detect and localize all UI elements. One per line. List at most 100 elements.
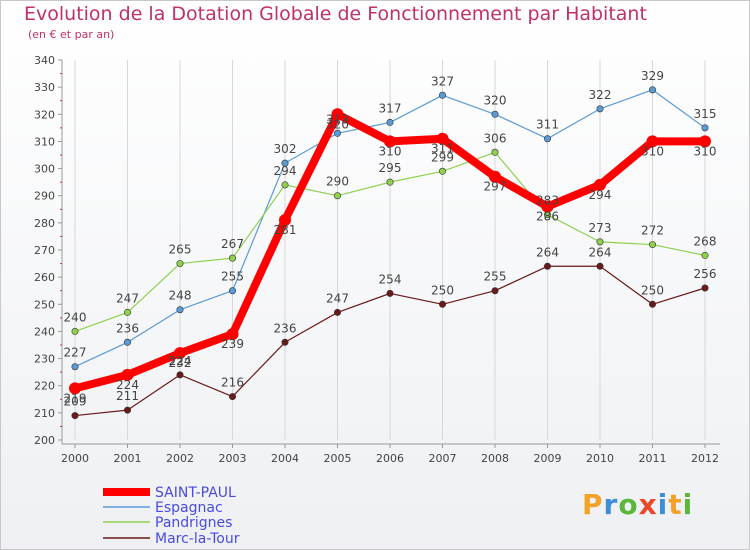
data-point-pandrignes bbox=[176, 260, 184, 268]
data-point-espagnac bbox=[596, 105, 604, 113]
legend-label: SAINT-PAUL bbox=[155, 485, 236, 501]
data-point-saint-paul bbox=[331, 108, 344, 121]
data-label: 247 bbox=[116, 291, 139, 305]
legend-label: Pandrignes bbox=[155, 515, 232, 531]
x-tick-label: 2004 bbox=[271, 452, 299, 465]
data-label: 216 bbox=[221, 376, 244, 390]
y-tick-label: 200 bbox=[34, 434, 55, 447]
data-point-saint-paul bbox=[384, 135, 396, 148]
x-tick-label: 2011 bbox=[639, 452, 667, 465]
x-tick-label: 2009 bbox=[534, 452, 562, 465]
data-point-pandrignes bbox=[229, 254, 237, 262]
data-label: 248 bbox=[169, 289, 192, 303]
data-label: 236 bbox=[116, 321, 139, 335]
data-label: 281 bbox=[274, 223, 297, 237]
x-tick-label: 2003 bbox=[219, 452, 247, 465]
data-label: 209 bbox=[64, 395, 87, 409]
data-point-saint-paul bbox=[646, 135, 659, 148]
data-label: 239 bbox=[221, 337, 244, 351]
data-point-espagnac bbox=[333, 129, 341, 137]
y-tick-label: 210 bbox=[34, 407, 55, 420]
y-tick-label: 220 bbox=[34, 380, 55, 393]
x-tick-label: 2005 bbox=[324, 452, 352, 465]
data-point-espagnac bbox=[71, 363, 79, 371]
proxiti-logo: Proxiti bbox=[582, 488, 694, 521]
legend-label: Espagnac bbox=[155, 500, 223, 516]
data-label: 272 bbox=[641, 224, 664, 238]
data-label: 327 bbox=[431, 74, 454, 88]
y-tick-label: 340 bbox=[34, 54, 55, 67]
data-point-espagnac bbox=[281, 159, 289, 167]
y-tick-label: 240 bbox=[34, 325, 55, 338]
data-point-marc-la-tour bbox=[124, 406, 132, 414]
data-label: 264 bbox=[536, 245, 559, 259]
y-tick-label: 320 bbox=[34, 108, 55, 121]
data-label: 227 bbox=[64, 346, 87, 360]
axes: 2002102202302402502602702802903003103203… bbox=[34, 54, 720, 465]
data-point-saint-paul bbox=[699, 135, 711, 148]
data-label: 256 bbox=[694, 267, 717, 281]
data-point-espagnac bbox=[701, 124, 709, 132]
data-label: 255 bbox=[221, 270, 244, 284]
data-label: 310 bbox=[379, 144, 402, 158]
data-label: 299 bbox=[431, 150, 454, 164]
data-label: 302 bbox=[274, 142, 297, 156]
data-label: 250 bbox=[431, 283, 454, 297]
data-point-pandrignes bbox=[71, 327, 79, 335]
data-label: 320 bbox=[326, 117, 349, 131]
x-tick-label: 2010 bbox=[586, 452, 614, 465]
data-point-saint-paul bbox=[279, 214, 291, 227]
data-label: 329 bbox=[641, 69, 664, 83]
data-point-marc-la-tour bbox=[229, 393, 237, 401]
x-tick-label: 2001 bbox=[114, 452, 142, 465]
data-label: 267 bbox=[221, 237, 244, 251]
data-label: 294 bbox=[274, 164, 297, 178]
data-label: 286 bbox=[536, 210, 559, 224]
y-tick-label: 330 bbox=[34, 81, 55, 94]
data-point-espagnac bbox=[124, 338, 132, 346]
data-point-saint-paul bbox=[541, 200, 554, 213]
data-point-pandrignes bbox=[333, 192, 341, 200]
data-label: 264 bbox=[589, 245, 612, 259]
data-label: 232 bbox=[169, 356, 192, 370]
data-point-marc-la-tour bbox=[386, 289, 394, 297]
data-label: 310 bbox=[641, 144, 664, 158]
data-point-saint-paul bbox=[594, 178, 606, 191]
data-point-pandrignes bbox=[386, 178, 394, 186]
data-label: 240 bbox=[64, 310, 87, 324]
data-label: 306 bbox=[484, 131, 507, 145]
data-point-pandrignes bbox=[281, 181, 289, 189]
data-point-marc-la-tour bbox=[281, 338, 289, 346]
data-point-saint-paul bbox=[489, 170, 501, 183]
series-layer bbox=[69, 86, 711, 420]
data-label: 310 bbox=[694, 144, 717, 158]
data-point-marc-la-tour bbox=[648, 300, 656, 308]
data-point-espagnac bbox=[438, 91, 446, 99]
data-label: 283 bbox=[536, 194, 559, 208]
data-label: 295 bbox=[379, 161, 402, 175]
y-tick-label: 260 bbox=[34, 271, 55, 284]
data-label: 250 bbox=[641, 283, 664, 297]
data-point-saint-paul bbox=[436, 132, 449, 145]
data-label: 290 bbox=[326, 175, 349, 189]
data-label: 294 bbox=[589, 188, 612, 202]
data-point-pandrignes bbox=[701, 251, 709, 259]
y-tick-label: 300 bbox=[34, 163, 55, 176]
data-point-saint-paul bbox=[226, 328, 239, 341]
y-tick-label: 280 bbox=[34, 217, 55, 230]
data-label: 315 bbox=[694, 107, 717, 121]
data-label: 317 bbox=[379, 101, 402, 115]
data-point-espagnac bbox=[229, 287, 237, 295]
data-point-marc-la-tour bbox=[701, 284, 709, 292]
data-point-pandrignes bbox=[491, 148, 499, 156]
data-point-marc-la-tour bbox=[491, 287, 499, 295]
data-label: 322 bbox=[589, 88, 612, 102]
legend-label: Marc-la-Tour bbox=[155, 531, 240, 547]
data-point-espagnac bbox=[491, 110, 499, 118]
data-label: 255 bbox=[484, 270, 507, 284]
data-label: 247 bbox=[326, 291, 349, 305]
